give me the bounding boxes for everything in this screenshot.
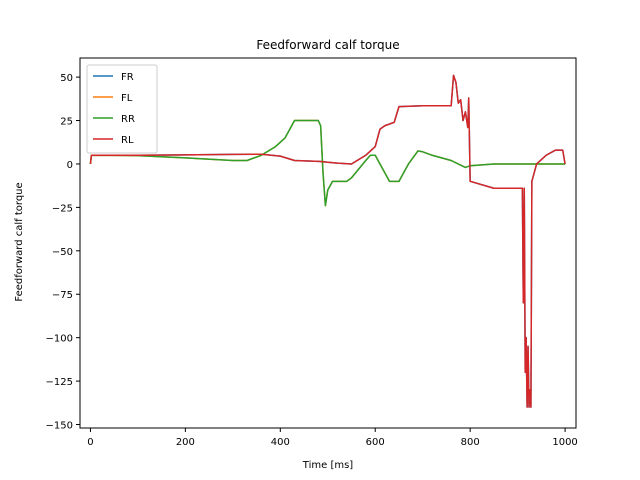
x-tick-label: 200: [176, 437, 195, 448]
legend: FR FL RR RL: [86, 64, 158, 154]
x-tick-label: 0: [87, 437, 93, 448]
x-axis: 0 200 400 600 800 1000: [87, 428, 578, 448]
legend-label-fl: FL: [121, 93, 133, 104]
series-layer: [89, 74, 566, 408]
y-tick-label: 25: [60, 117, 73, 128]
y-tick-label: 50: [60, 73, 73, 84]
series-line-rr: [89, 119, 566, 207]
x-tick-label: 1000: [552, 437, 577, 448]
plot-frame: [79, 57, 577, 429]
y-tick-label: −25: [52, 203, 73, 214]
plot-background: [80, 58, 576, 428]
x-tick-label: 400: [271, 437, 290, 448]
y-axis: 50 25 0 −25 −50 −75 −100 −125 −150: [46, 73, 80, 432]
legend-label-rr: RR: [121, 114, 135, 125]
plot-area: [79, 57, 577, 429]
legend-label-fr: FR: [121, 72, 134, 83]
y-tick-label: −100: [46, 334, 73, 345]
y-tick-label: −150: [46, 421, 73, 432]
y-tick-label: −75: [52, 290, 73, 301]
x-axis-label: Time [ms]: [302, 460, 354, 471]
series-line-rl: [89, 74, 566, 408]
y-axis-label: Feedforward calf torque: [14, 182, 25, 301]
y-tick-label: −50: [52, 247, 73, 258]
y-tick-label: −125: [46, 377, 73, 388]
legend-frame: [86, 64, 158, 154]
legend-label-rl: RL: [121, 135, 134, 146]
chart-title: Feedforward calf torque: [256, 38, 399, 52]
y-tick-label: 0: [67, 160, 73, 171]
x-tick-label: 800: [461, 437, 480, 448]
x-tick-label: 600: [366, 437, 385, 448]
